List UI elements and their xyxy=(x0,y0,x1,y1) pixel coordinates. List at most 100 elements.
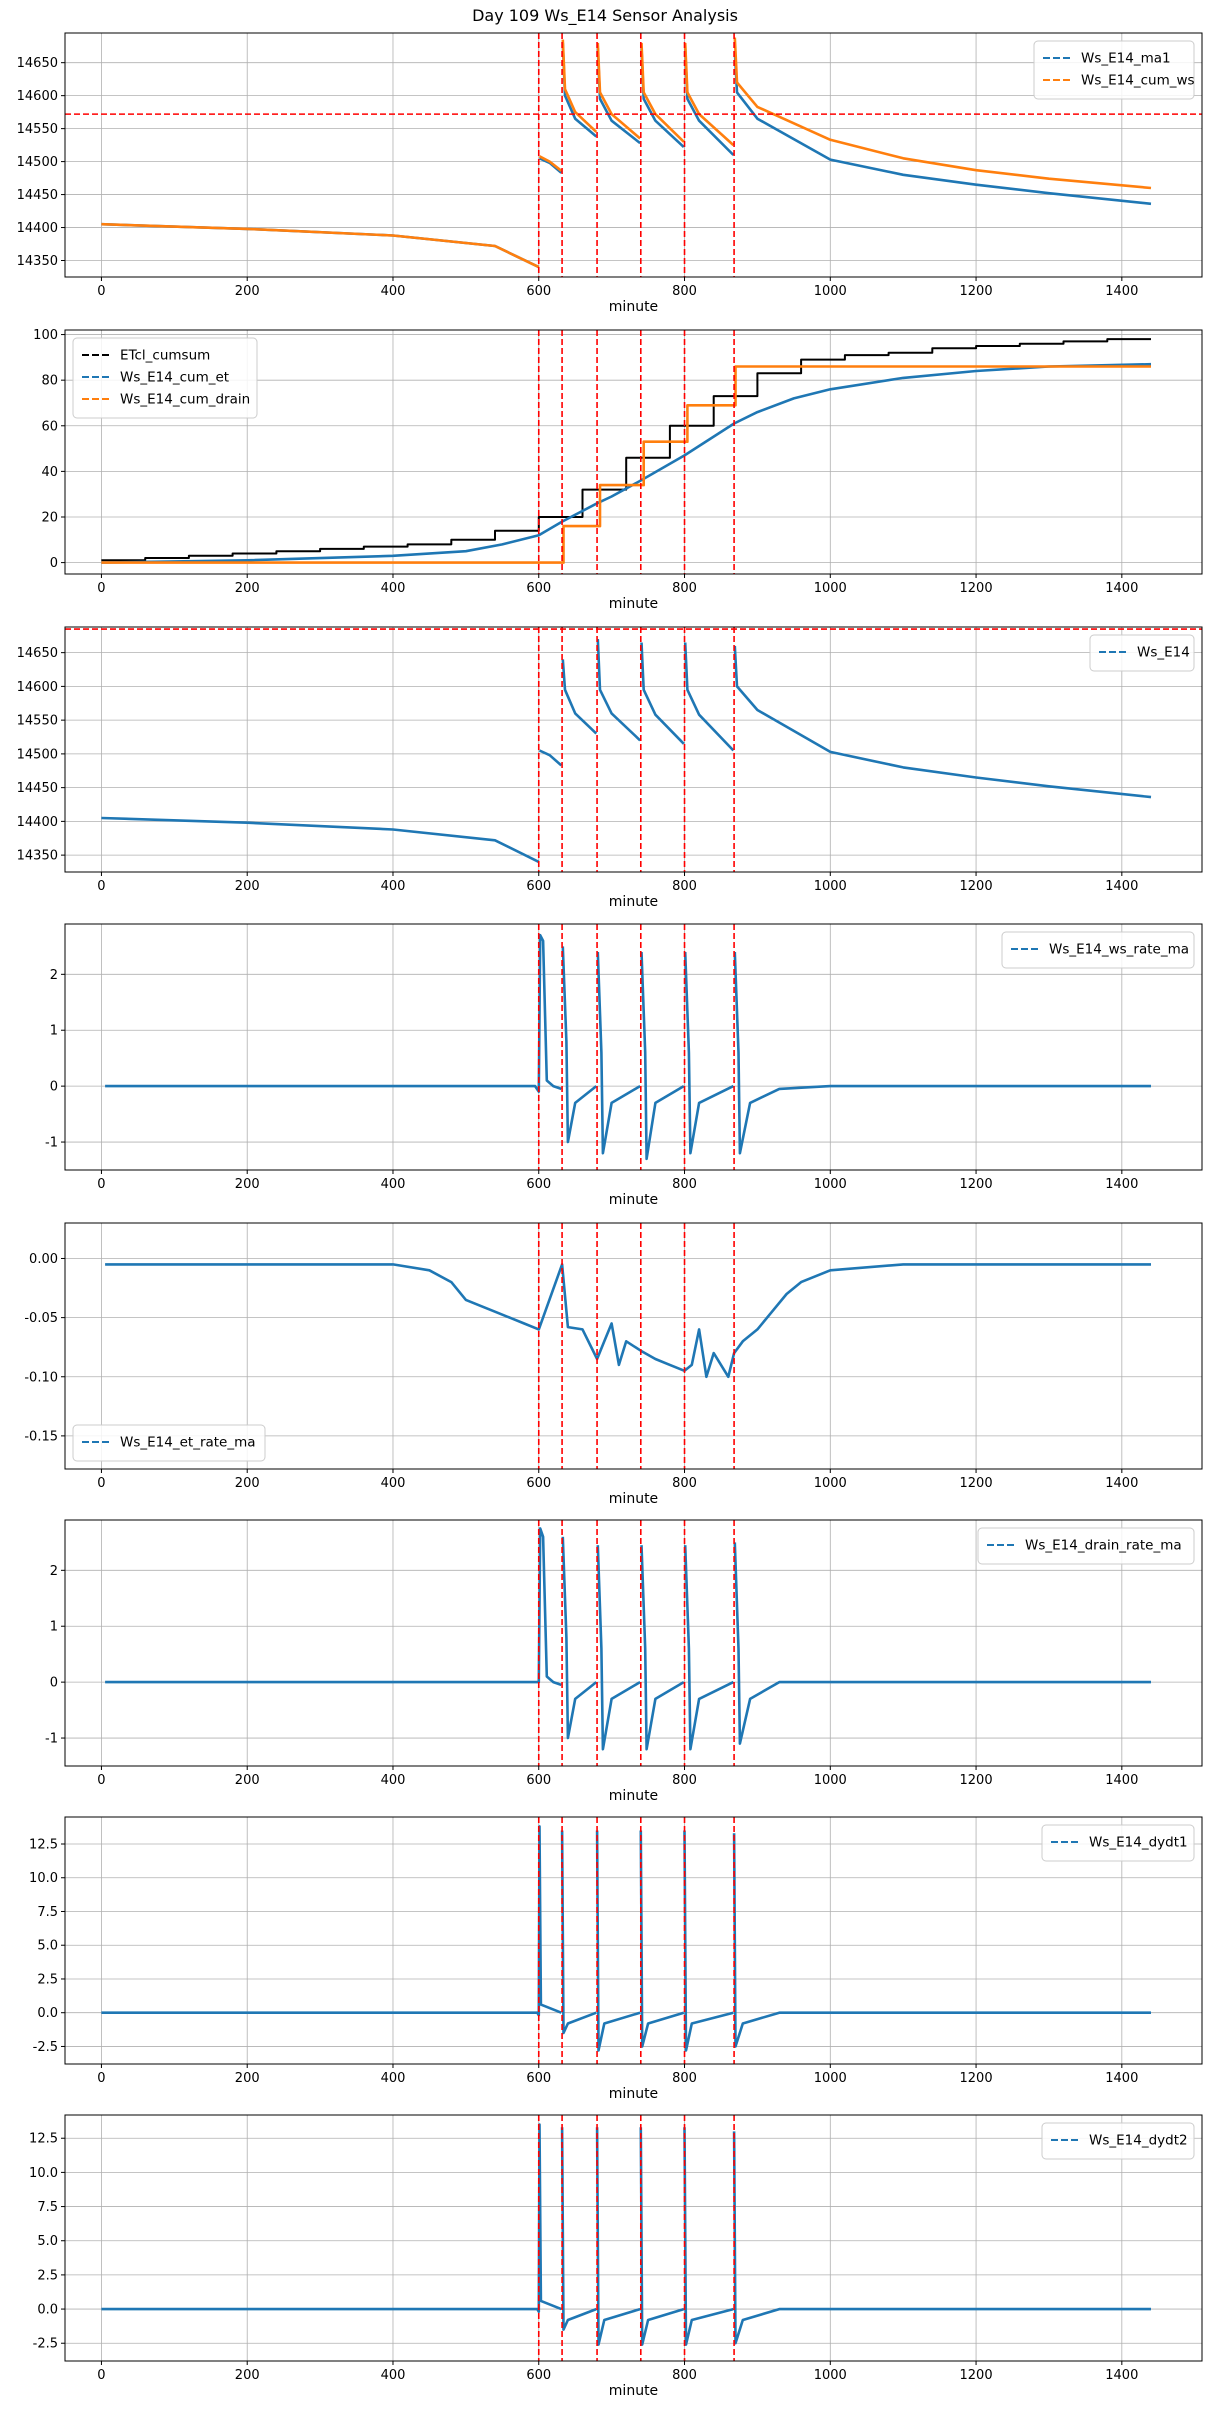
y-tick-label: 14550 xyxy=(17,714,58,729)
legend-label: Ws_E14_dydt2 xyxy=(1089,2133,1188,2149)
legend-label: Ws_E14_cum_et xyxy=(120,370,229,386)
series-line-Ws_E14_ws_rate_ma xyxy=(683,951,734,1155)
legend-box xyxy=(72,1424,266,1462)
series-line-Ws_E14 xyxy=(733,645,1152,799)
series-line-Ws_E14_dydt2 xyxy=(639,2127,685,2346)
y-tick-label: 0.00 xyxy=(29,1252,58,1267)
x-axis-label: minute xyxy=(609,596,658,612)
series-line-ETcl_cumsum xyxy=(101,338,1151,562)
y-tick-label: 0.0 xyxy=(37,2303,58,2318)
legend-box xyxy=(1041,1824,1195,1862)
y-tick-label: 100 xyxy=(33,328,58,343)
y-tick-label: 14350 xyxy=(17,254,58,269)
y-tick-label: 12.5 xyxy=(29,1837,58,1852)
series-line-Ws_E14_dydt2 xyxy=(101,2123,562,2314)
x-tick-label: 1000 xyxy=(814,284,847,299)
series-line-Ws_E14_dydt1 xyxy=(101,1825,562,2017)
legend: Ws_E14_drain_rate_ma xyxy=(977,1527,1195,1565)
axes-frame xyxy=(64,329,1203,575)
plot-area xyxy=(105,933,1151,1161)
x-tick-label: 1200 xyxy=(960,1177,993,1192)
series-line-Ws_E14_ws_rate_ma xyxy=(733,951,1151,1155)
figure-title: Day 109 Ws_E14 Sensor Analysis xyxy=(472,6,738,26)
legend-label: Ws_E14_drain_rate_ma xyxy=(1025,1538,1182,1554)
plot-area xyxy=(101,2123,1151,2346)
y-tick-label: 5.0 xyxy=(37,1939,58,1954)
series-line-Ws_E14_ma1 xyxy=(561,42,598,138)
y-tick-label: 1 xyxy=(50,1024,58,1039)
x-tick-label: 0 xyxy=(97,1177,105,1192)
y-tick-label: 80 xyxy=(41,374,58,389)
x-axis-label: minute xyxy=(609,2086,658,2102)
x-tick-label: 400 xyxy=(381,581,406,596)
x-tick-label: 800 xyxy=(672,581,697,596)
series-line-Ws_E14_ws_rate_ma xyxy=(596,951,641,1155)
y-tick-label: 14400 xyxy=(17,815,58,830)
y-tick-label: 14650 xyxy=(17,646,58,661)
x-tick-label: 600 xyxy=(526,1773,551,1788)
series-line-Ws_E14_dydt1 xyxy=(595,1830,641,2052)
x-tick-label: 0 xyxy=(97,879,105,894)
legend-label: Ws_E14_cum_drain xyxy=(120,392,250,408)
x-axis-label: minute xyxy=(609,1788,658,1804)
x-tick-label: 600 xyxy=(526,879,551,894)
y-tick-label: 14450 xyxy=(17,188,58,203)
axes-frame xyxy=(64,1519,1203,1767)
x-tick-label: 0 xyxy=(97,2368,105,2383)
series-line-Ws_E14_drain_rate_ma xyxy=(733,1542,1151,1745)
x-tick-label: 600 xyxy=(526,2368,551,2383)
y-tick-label: 0 xyxy=(50,1080,58,1095)
series-line-Ws_E14_cum_ws xyxy=(101,222,540,269)
x-tick-label: 0 xyxy=(97,2071,105,2086)
x-axis-label: minute xyxy=(609,894,658,910)
x-tick-label: 600 xyxy=(526,284,551,299)
x-tick-label: 800 xyxy=(672,1177,697,1192)
series-line-Ws_E14_dydt2 xyxy=(683,2127,734,2346)
x-tick-label: 1400 xyxy=(1105,1177,1138,1192)
legend-box xyxy=(72,337,258,419)
axes-frame xyxy=(64,1816,1203,2065)
y-tick-label: 14600 xyxy=(17,89,58,104)
series-line-Ws_E14_ws_rate_ma xyxy=(561,946,598,1144)
legend-label: Ws_E14_et_rate_ma xyxy=(120,1435,256,1451)
x-tick-label: 1000 xyxy=(814,2368,847,2383)
y-tick-label: -1 xyxy=(45,1136,58,1151)
series-line-Ws_E14_cum_et xyxy=(101,362,1152,564)
y-tick-label: 14550 xyxy=(17,122,58,137)
series-line-Ws_E14_dydt1 xyxy=(639,1830,685,2048)
x-tick-label: 1200 xyxy=(960,581,993,596)
x-tick-label: 1000 xyxy=(814,1177,847,1192)
y-tick-label: 5.0 xyxy=(37,2234,58,2249)
x-tick-label: 200 xyxy=(235,1773,260,1788)
legend: Ws_E14_et_rate_ma xyxy=(72,1424,266,1462)
y-tick-label: 12.5 xyxy=(29,2132,58,2147)
y-tick-label: 2 xyxy=(50,968,58,983)
series-line-Ws_E14_cum_ws xyxy=(561,39,598,133)
series-line-Ws_E14_ma1 xyxy=(538,157,563,174)
x-axis-label: minute xyxy=(609,1192,658,1208)
legend-box xyxy=(1033,40,1195,100)
y-tick-label: 14600 xyxy=(17,680,58,695)
axes-frame xyxy=(64,626,1203,873)
x-tick-label: 1200 xyxy=(960,1476,993,1491)
plot-area xyxy=(105,1263,1151,1379)
series-line-Ws_E14_ws_rate_ma xyxy=(640,951,685,1161)
x-tick-label: 1400 xyxy=(1105,2368,1138,2383)
x-tick-label: 1200 xyxy=(960,2071,993,2086)
x-tick-label: 1000 xyxy=(814,1476,847,1491)
y-tick-label: -0.05 xyxy=(24,1311,58,1326)
y-tick-label: 10.0 xyxy=(29,1871,58,1886)
x-tick-label: 1400 xyxy=(1105,2071,1138,2086)
x-tick-label: 400 xyxy=(381,1177,406,1192)
legend: Ws_E14_ma1 Ws_E14_cum_ws xyxy=(1033,40,1195,100)
series-line-Ws_E14_cum_ws xyxy=(640,42,685,143)
x-tick-label: 200 xyxy=(235,284,260,299)
y-tick-label: -2.5 xyxy=(33,2040,58,2055)
legend-label: Ws_E14 xyxy=(1137,645,1190,661)
legend-label: Ws_E14_ws_rate_ma xyxy=(1049,942,1189,958)
panels: 0 200 400 600 800 1000 1200 1400143501440014450… xyxy=(17,32,1203,2399)
axes-frame xyxy=(64,2114,1203,2362)
x-tick-label: 400 xyxy=(381,2071,406,2086)
y-tick-label: 14400 xyxy=(17,221,58,236)
chart-panel-8: 0 200 400 600 800 1000 1200 1400 -2.5 0.0 2.5 5.0 7.… xyxy=(29,2114,1203,2399)
